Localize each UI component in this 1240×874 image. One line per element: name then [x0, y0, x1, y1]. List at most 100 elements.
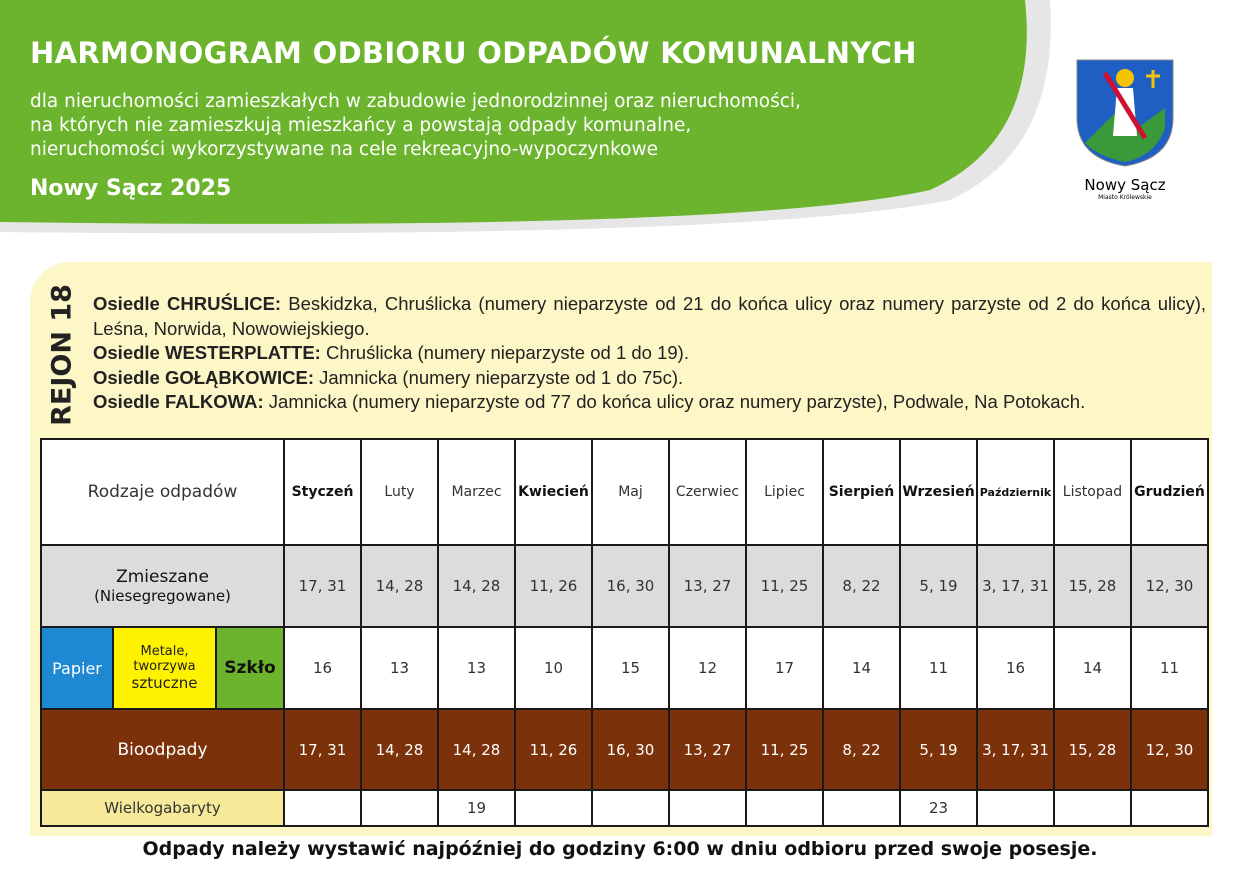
title: HARMONOGRAM ODBIORU ODPADÓW KOMUNALNYCH — [30, 36, 917, 70]
date-cell — [283, 789, 362, 827]
date-cell: 19 — [437, 789, 516, 827]
month: Luty — [360, 438, 439, 546]
date-cell: 23 — [899, 789, 978, 827]
segregated-row: Papier Metale, tworzywa sztuczne Szkło 16 13 1… — [40, 626, 1209, 710]
region-line: Osiedle GOŁĄBKOWICE: Jamnicka (numery ni… — [93, 366, 1206, 391]
date-cell: 5, 19 — [899, 708, 978, 791]
date-cell: 3, 17, 31 — [976, 544, 1055, 628]
date-cell: 14, 28 — [437, 544, 516, 628]
logo: Nowy Sącz Miasto Królewskie — [1060, 58, 1190, 201]
mixed-sublabel: (Niesegregowane) — [94, 587, 231, 605]
logo-motto: Miasto Królewskie — [1098, 194, 1152, 201]
date-cell — [1130, 789, 1209, 827]
date-cell: 5, 19 — [899, 544, 978, 628]
subtitle-line: nieruchomości wykorzystywane na cele rek… — [30, 139, 658, 160]
date-cell: 12 — [668, 626, 747, 710]
date-cell: 15, 28 — [1053, 708, 1132, 791]
estate-name: Osiedle FALKOWA: — [93, 391, 264, 412]
month: Marzec — [437, 438, 516, 546]
date-cell: 15 — [591, 626, 670, 710]
metal-plastic: Metale, tworzywa sztuczne — [112, 628, 217, 708]
date-cell: 13, 27 — [668, 708, 747, 791]
date-cell: 15, 28 — [1053, 544, 1132, 628]
bio-label: Bioodpady — [40, 708, 285, 791]
subtitle-line: na których nie zamieszkują mieszkańcy a … — [30, 115, 692, 136]
date-cell: 11, 26 — [514, 708, 593, 791]
metal-label: Metale, tworzywa — [133, 644, 196, 674]
date-cell — [822, 789, 901, 827]
date-cell: 11, 25 — [745, 544, 824, 628]
date-cell — [360, 789, 439, 827]
date-cell: 16 — [976, 626, 1055, 710]
month: Grudzień — [1130, 438, 1209, 546]
segregated-label: Papier Metale, tworzywa sztuczne Szkło — [40, 626, 285, 710]
date-cell: 12, 30 — [1130, 708, 1209, 791]
street-list: Beskidzka, Chruślicka (numery nieparzyst… — [93, 293, 1207, 339]
coat-of-arms — [1076, 59, 1174, 167]
month: Październik — [976, 438, 1055, 546]
date-cell: 14, 28 — [437, 708, 516, 791]
estate-name: Osiedle WESTERPLATTE: — [93, 342, 321, 363]
date-cell: 14, 28 — [360, 544, 439, 628]
date-cell: 16, 30 — [591, 708, 670, 791]
bio-row: Bioodpady 17, 31 14, 28 14, 28 11, 26 16, 30 1… — [40, 708, 1209, 791]
date-cell: 3, 17, 31 — [976, 708, 1055, 791]
date-cell: 11, 25 — [745, 708, 824, 791]
date-cell: 8, 22 — [822, 544, 901, 628]
logo-name: Nowy Sącz — [1084, 176, 1166, 194]
month: Czerwiec — [668, 438, 747, 546]
month: Styczeń — [283, 438, 362, 546]
date-cell: 17, 31 — [283, 544, 362, 628]
month: Lipiec — [745, 438, 824, 546]
date-cell: 16, 30 — [591, 544, 670, 628]
date-cell — [1053, 789, 1132, 827]
street-list: Jamnicka (numery nieparzyste od 77 do ko… — [268, 391, 1086, 412]
month: Sierpień — [822, 438, 901, 546]
month: Listopad — [1053, 438, 1132, 546]
street-list: Chruślicka (numery nieparzyste od 1 do 1… — [326, 342, 689, 363]
footer-note: Odpady należy wystawić najpóźniej do god… — [142, 838, 1098, 860]
date-cell: 14, 28 — [360, 708, 439, 791]
region-line: Osiedle CHRUŚLICE: Beskidzka, Chruślicka… — [93, 292, 1206, 341]
estate-name: Osiedle CHRUŚLICE: — [93, 293, 282, 314]
month: Maj — [591, 438, 670, 546]
date-cell — [976, 789, 1055, 827]
date-cell: 12, 30 — [1130, 544, 1209, 628]
date-cell: 11 — [899, 626, 978, 710]
date-cell: 14 — [1053, 626, 1132, 710]
mixed-label: Zmieszane (Niesegregowane) — [40, 544, 285, 628]
date-cell: 11, 26 — [514, 544, 593, 628]
subtitle-line: dla nieruchomości zamieszkałych w zabudo… — [30, 91, 801, 112]
mixed-row: Zmieszane (Niesegregowane) 17, 31 14, 28 14,… — [40, 544, 1209, 628]
street-list: Jamnicka (numery nieparzyste od 1 do 75c… — [319, 366, 684, 388]
date-cell: 17, 31 — [283, 708, 362, 791]
city-year: Nowy Sącz 2025 — [30, 176, 232, 201]
bulky-row: Wielkogabaryty 19 23 — [40, 789, 1209, 827]
date-cell: 13, 27 — [668, 544, 747, 628]
date-cell: 11 — [1130, 626, 1209, 710]
plastic-label: sztuczne — [131, 674, 198, 692]
segregated-types: Papier Metale, tworzywa sztuczne Szkło — [42, 628, 283, 708]
month: Kwiecień — [514, 438, 593, 546]
date-cell — [591, 789, 670, 827]
region-label: REJON 18 — [46, 284, 78, 426]
month: Wrzesień — [899, 438, 978, 546]
date-cell — [668, 789, 747, 827]
date-cell — [514, 789, 593, 827]
date-cell: 10 — [514, 626, 593, 710]
mixed-name: Zmieszane — [116, 567, 209, 587]
header-band — [0, 0, 1027, 224]
date-cell — [745, 789, 824, 827]
schedule-table: Rodzaje odpadów Styczeń Luty Marzec Kwiecień… — [40, 438, 1209, 827]
date-cell: 16 — [283, 626, 362, 710]
date-cell: 13 — [437, 626, 516, 710]
estate-name: Osiedle GOŁĄBKOWICE: — [93, 366, 314, 388]
date-cell: 14 — [822, 626, 901, 710]
date-cell: 8, 22 — [822, 708, 901, 791]
date-cell: 13 — [360, 626, 439, 710]
bulky-label: Wielkogabaryty — [40, 789, 285, 827]
region-line: Osiedle FALKOWA: Jamnicka (numery niepar… — [93, 390, 1206, 415]
date-cell: 17 — [745, 626, 824, 710]
